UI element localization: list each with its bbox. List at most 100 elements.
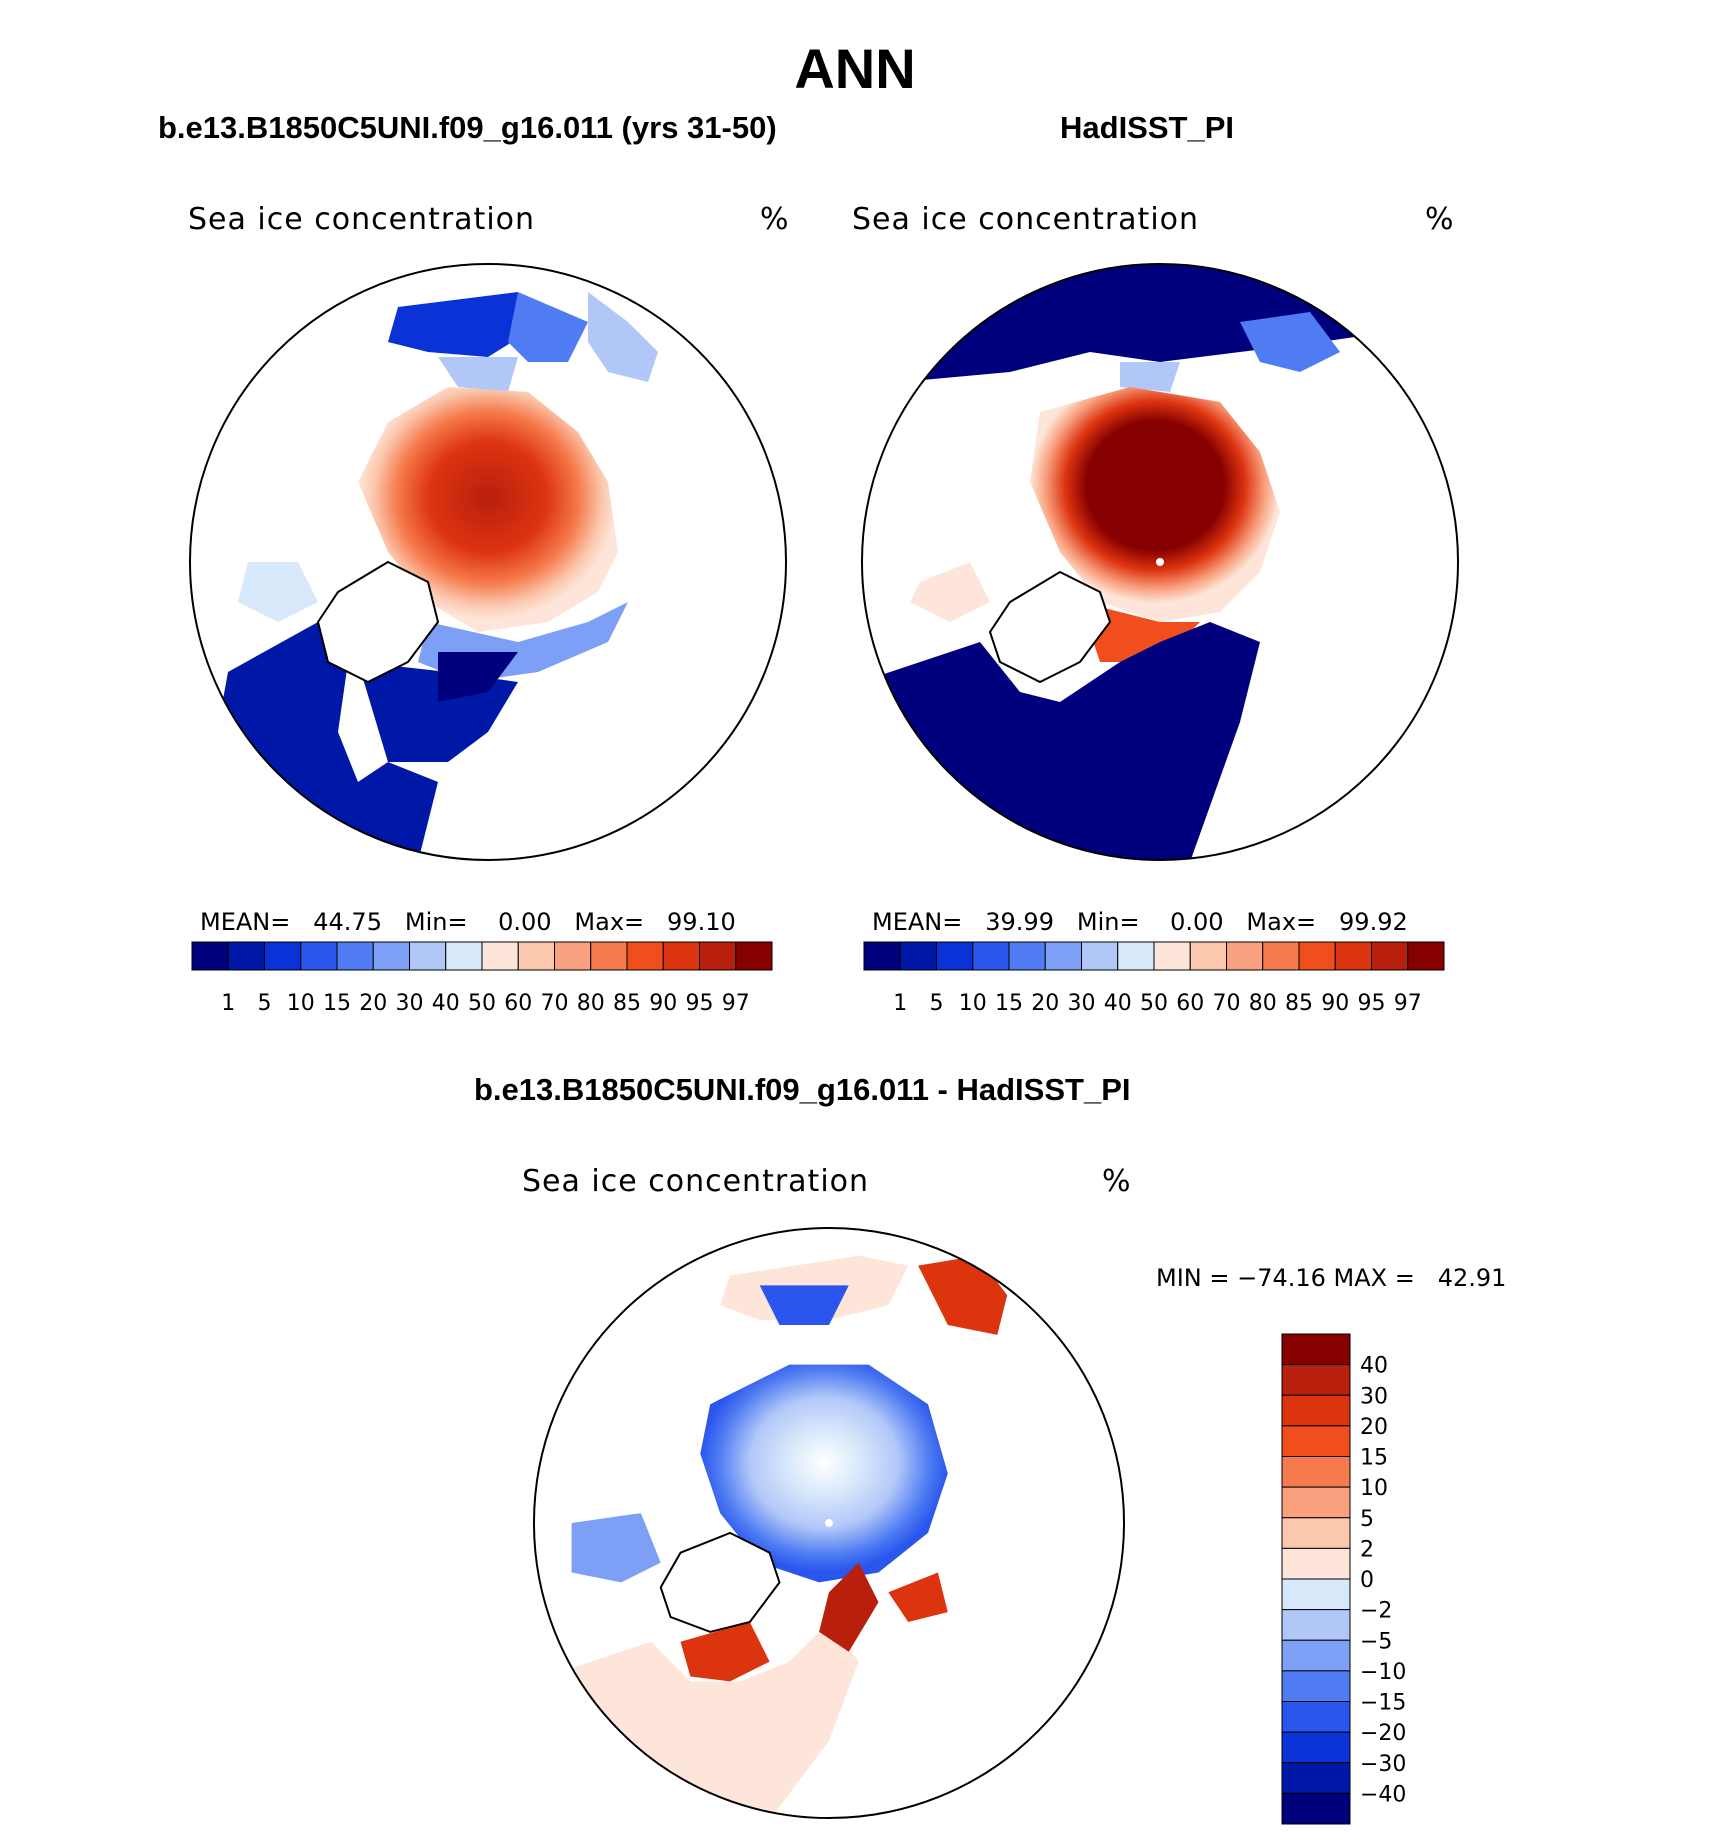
panel-1-units-label: % xyxy=(760,202,790,237)
panel-1-colorbar-color-box xyxy=(227,941,265,971)
panel-1-colorbar-color-box xyxy=(481,941,519,971)
panel-2-colorbar-color-box xyxy=(1371,941,1409,971)
diff-colorbar-color-box xyxy=(1281,1394,1351,1427)
panel-1-max-value: 99.10 xyxy=(667,908,736,936)
panel-2-colorbar-tick-label: 95 xyxy=(1358,991,1386,1016)
panel-1-colorbar-color-box xyxy=(735,941,773,971)
panel-2-colorbar-color-box xyxy=(863,941,901,971)
diff-colorbar-tick-label: 5 xyxy=(1360,1507,1374,1532)
panel-1-colorbar-color-box xyxy=(626,941,664,971)
panel-2-colorbar-tick-label: 97 xyxy=(1394,991,1422,1016)
panel-1-colorbar-color-box xyxy=(554,941,592,971)
panel-2-colorbar-color-box xyxy=(1081,941,1119,971)
diff-colorbar-color-box xyxy=(1281,1609,1351,1641)
panel-1-polar-map xyxy=(189,263,787,861)
diff-colorbar-tick-label: 40 xyxy=(1360,1354,1388,1379)
panel-1-colorbar-color-box xyxy=(699,941,737,971)
panel-1-colorbar-tick-label: 80 xyxy=(577,991,605,1016)
panel-2-colorbar-tick-label: 30 xyxy=(1068,991,1096,1016)
panel-2-stats: MEAN= 39.99 Min= 0.00 Max= 99.92 xyxy=(872,908,1408,936)
panel-1-max-label: Max= xyxy=(574,908,645,936)
panel-2-colorbar-color-box xyxy=(1117,941,1155,971)
panel-1-colorbar-color-box xyxy=(191,941,229,971)
panel-1-colorbar-tick-label: 10 xyxy=(287,991,315,1016)
diff-colorbar-tick-label: 15 xyxy=(1360,1446,1388,1471)
panel-1-variable-label: Sea ice concentration xyxy=(188,202,536,237)
diff-panel-units-label: % xyxy=(1102,1164,1132,1199)
diff-panel-variable-label: Sea ice concentration xyxy=(522,1164,870,1199)
panel-1-colorbar-color-box xyxy=(336,941,374,971)
panel-1-colorbar-tick-label: 70 xyxy=(541,991,569,1016)
diff-colorbar-tick-label: 10 xyxy=(1360,1476,1388,1501)
panel-1-colorbar-color-box xyxy=(409,941,447,971)
panel-2-colorbar-color-box xyxy=(1044,941,1082,971)
diff-colorbar-color-box xyxy=(1281,1762,1351,1794)
panel-1-colorbar-color-box xyxy=(445,941,483,971)
panel-2-colorbar-tick-label: 1 xyxy=(893,991,907,1016)
diff-colorbar-tick-label: −15 xyxy=(1360,1691,1406,1716)
panel-2-colorbar-color-box xyxy=(1334,941,1372,971)
diff-colorbar-tick-label: −2 xyxy=(1360,1599,1392,1624)
diff-colorbar-tick-label: 2 xyxy=(1360,1537,1374,1562)
panel-1-min-label: Min= xyxy=(404,908,468,936)
diff-colorbar-tick-label: 20 xyxy=(1360,1415,1388,1440)
panel-2-mean-label: MEAN= xyxy=(872,908,963,936)
panel-2-colorbar-color-box xyxy=(1226,941,1264,971)
panel-1-colorbar: 1 5 10 15 20 30 40 50 60 70 80 85 90 95 97 xyxy=(191,941,773,1016)
panel-1-colorbar-color-box xyxy=(372,941,410,971)
panel-2-max-label: Max= xyxy=(1246,908,1317,936)
panel-2-mean-value: 39.99 xyxy=(985,908,1054,936)
panel-1-colorbar-tick-label: 50 xyxy=(468,991,496,1016)
panel-1-colorbar-tick-label: 15 xyxy=(323,991,351,1016)
panel-1-colorbar-color-box xyxy=(590,941,628,971)
panel-1-colorbar-color-box xyxy=(662,941,700,971)
panel-2-max-value: 99.92 xyxy=(1339,908,1408,936)
diff-colorbar-color-box xyxy=(1281,1456,1351,1488)
diff-colorbar-color-box xyxy=(1281,1670,1351,1702)
panel-1-min-value: 0.00 xyxy=(498,908,552,936)
diff-colorbar-color-box xyxy=(1281,1486,1351,1519)
panel-2-colorbar-tick-label: 20 xyxy=(1031,991,1059,1016)
panel-2-colorbar-tick-label: 10 xyxy=(959,991,987,1016)
panel-2-colorbar-color-box xyxy=(936,941,974,971)
panel-2-variable-label: Sea ice concentration xyxy=(852,202,1200,237)
panel-1-colorbar-tick-label: 95 xyxy=(686,991,714,1016)
panel-1-colorbar-tick-label: 5 xyxy=(258,991,272,1016)
panel-2-colorbar-tick-label: 85 xyxy=(1285,991,1313,1016)
panel-1-colorbar-color-box xyxy=(517,941,555,971)
panel-2-colorbar-color-box xyxy=(972,941,1010,971)
diff-colorbar-color-box xyxy=(1281,1364,1351,1396)
panel-1-colorbar-tick-label: 40 xyxy=(432,991,460,1016)
panel-1-colorbar-tick-label: 97 xyxy=(722,991,750,1016)
diff-panel-polar-map xyxy=(532,1226,1126,1820)
panel-2-colorbar-color-box xyxy=(1298,941,1336,971)
diff-colorbar-color-box xyxy=(1281,1425,1351,1457)
panel-1-colorbar-color-box xyxy=(264,941,302,971)
diff-colorbar-tick-label: −10 xyxy=(1360,1660,1406,1685)
panel-1-stats: MEAN= 44.75 Min= 0.00 Max= 99.10 xyxy=(200,908,736,936)
panel-2-colorbar-color-box xyxy=(1407,941,1445,971)
panel-2-colorbar-tick-label: 40 xyxy=(1104,991,1132,1016)
diff-colorbar-color-box xyxy=(1281,1333,1351,1366)
panel-2-colorbar-color-box xyxy=(1008,941,1046,971)
panel-2-colorbar-color-box xyxy=(1153,941,1191,971)
diff-colorbar-tick-label: 0 xyxy=(1360,1568,1374,1593)
panel-2-min-label: Min= xyxy=(1076,908,1140,936)
panel-2-units-label: % xyxy=(1425,202,1455,237)
panel-1-colorbar-tick-label: 20 xyxy=(359,991,387,1016)
diff-colorbar-color-box xyxy=(1281,1731,1351,1764)
panel-2-colorbar-tick-label: 80 xyxy=(1249,991,1277,1016)
panel-2-colorbar-tick-label: 90 xyxy=(1321,991,1349,1016)
panel-1-colorbar-tick-label: 85 xyxy=(613,991,641,1016)
diff-colorbar-color-box xyxy=(1281,1792,1351,1825)
diff-colorbar-color-box xyxy=(1281,1639,1351,1672)
diff-colorbar-color-box xyxy=(1281,1701,1351,1733)
panel-1-mean-value: 44.75 xyxy=(313,908,382,936)
diff-colorbar-color-box xyxy=(1281,1517,1351,1549)
panel-2-colorbar-tick-label: 15 xyxy=(995,991,1023,1016)
diff-colorbar-color-box xyxy=(1281,1578,1351,1611)
panel-2-colorbar-color-box xyxy=(1189,941,1227,971)
diff-colorbar-tick-label: −20 xyxy=(1360,1721,1406,1746)
panel-2-polar-map xyxy=(861,263,1459,861)
